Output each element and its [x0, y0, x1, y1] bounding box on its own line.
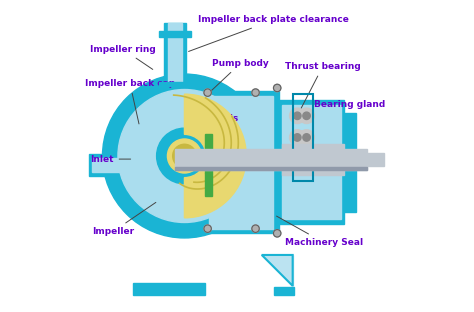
Circle shape: [290, 130, 305, 145]
Circle shape: [156, 128, 212, 184]
FancyBboxPatch shape: [91, 158, 144, 173]
Circle shape: [303, 134, 310, 141]
Circle shape: [273, 84, 281, 92]
Circle shape: [299, 151, 314, 167]
Text: Thrust bearing: Thrust bearing: [285, 62, 361, 110]
FancyBboxPatch shape: [89, 154, 150, 176]
FancyBboxPatch shape: [209, 96, 273, 229]
FancyBboxPatch shape: [282, 105, 341, 219]
Polygon shape: [262, 255, 292, 286]
Text: Impeller back plate clearance: Impeller back plate clearance: [189, 15, 349, 51]
FancyBboxPatch shape: [274, 287, 294, 295]
Text: Machinery Seal: Machinery Seal: [276, 216, 363, 247]
Circle shape: [299, 108, 314, 124]
FancyBboxPatch shape: [175, 149, 367, 170]
FancyBboxPatch shape: [164, 23, 186, 88]
Circle shape: [293, 155, 301, 163]
Circle shape: [204, 225, 211, 232]
FancyBboxPatch shape: [159, 82, 191, 86]
Circle shape: [204, 89, 211, 96]
Text: Pump body: Pump body: [210, 59, 269, 92]
FancyBboxPatch shape: [279, 100, 344, 224]
Text: Axis: Axis: [219, 115, 240, 143]
Circle shape: [299, 130, 314, 145]
FancyBboxPatch shape: [282, 144, 344, 174]
Circle shape: [303, 155, 310, 163]
Circle shape: [173, 144, 196, 168]
FancyBboxPatch shape: [347, 153, 384, 166]
Circle shape: [290, 108, 305, 124]
FancyBboxPatch shape: [344, 113, 356, 212]
Circle shape: [293, 112, 301, 119]
FancyBboxPatch shape: [175, 167, 367, 170]
Circle shape: [293, 134, 301, 141]
Circle shape: [273, 230, 281, 237]
Circle shape: [167, 139, 201, 173]
Circle shape: [252, 225, 259, 232]
FancyBboxPatch shape: [168, 23, 182, 85]
Wedge shape: [184, 94, 246, 218]
Text: Inlet: Inlet: [90, 154, 131, 163]
Circle shape: [102, 74, 266, 238]
Text: Bearing gland: Bearing gland: [314, 100, 385, 133]
Circle shape: [290, 151, 305, 167]
FancyBboxPatch shape: [205, 91, 279, 233]
FancyBboxPatch shape: [133, 283, 205, 295]
Circle shape: [303, 112, 310, 119]
Text: Impeller ring: Impeller ring: [90, 45, 156, 69]
Circle shape: [118, 90, 251, 222]
FancyBboxPatch shape: [159, 32, 191, 37]
FancyBboxPatch shape: [205, 134, 212, 196]
Text: Impeller back cap: Impeller back cap: [85, 79, 175, 124]
Text: Impeller: Impeller: [91, 202, 156, 236]
Circle shape: [252, 89, 259, 96]
